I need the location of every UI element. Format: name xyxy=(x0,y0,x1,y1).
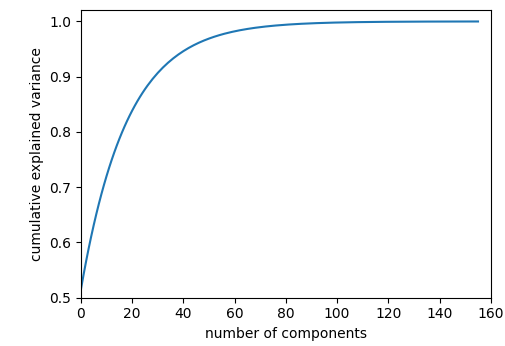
X-axis label: number of components: number of components xyxy=(205,327,366,341)
Y-axis label: cumulative explained variance: cumulative explained variance xyxy=(30,47,43,261)
